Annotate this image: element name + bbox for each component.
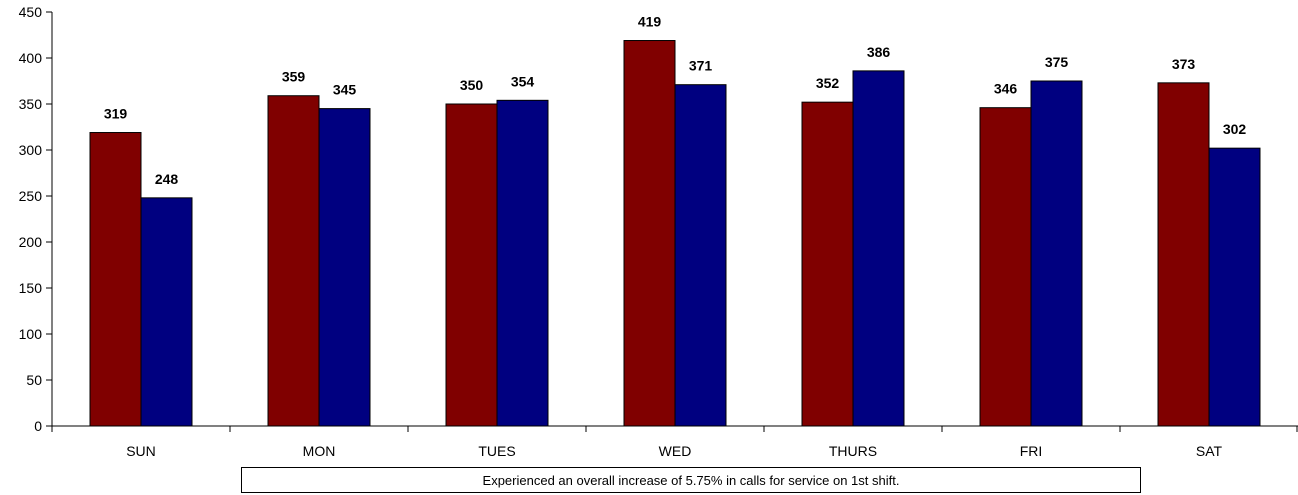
y-tick-label: 300 bbox=[19, 142, 43, 158]
bar bbox=[853, 71, 904, 426]
bar bbox=[1209, 148, 1260, 426]
data-label: 302 bbox=[1223, 121, 1247, 137]
x-tick-label: FRI bbox=[1020, 443, 1043, 459]
data-label: 319 bbox=[104, 106, 128, 122]
bar bbox=[1158, 83, 1209, 426]
y-axis: 0 50 100 150 200 250 300 350 400 450 bbox=[19, 4, 52, 434]
y-tick-label: 200 bbox=[19, 234, 43, 250]
y-tick-label: 150 bbox=[19, 280, 43, 296]
data-label: 371 bbox=[689, 58, 713, 74]
y-tick-label: 50 bbox=[26, 372, 42, 388]
data-label: 419 bbox=[638, 14, 662, 30]
bar-chart: 0 50 100 150 200 250 300 350 400 450 SUN MON TUES WE… bbox=[0, 0, 1298, 470]
bar bbox=[675, 85, 726, 426]
data-label: 373 bbox=[1172, 56, 1196, 72]
data-label: 346 bbox=[994, 81, 1018, 97]
annotation-text: Experienced an overall increase of 5.75%… bbox=[483, 473, 900, 488]
y-tick-label: 350 bbox=[19, 96, 43, 112]
x-tick-label: THURS bbox=[829, 443, 877, 459]
x-tick-label: MON bbox=[303, 443, 336, 459]
bar bbox=[319, 109, 370, 426]
bar bbox=[446, 104, 497, 426]
y-tick-label: 450 bbox=[19, 4, 43, 20]
bars bbox=[90, 41, 1260, 426]
annotation-note: Experienced an overall increase of 5.75%… bbox=[241, 467, 1141, 493]
x-axis: SUN MON TUES WED THURS FRI SAT bbox=[52, 426, 1298, 459]
y-tick-label: 0 bbox=[34, 418, 42, 434]
bar bbox=[497, 100, 548, 426]
x-tick-label: SUN bbox=[126, 443, 156, 459]
bar bbox=[268, 96, 319, 426]
bar bbox=[1031, 81, 1082, 426]
x-tick-label: TUES bbox=[478, 443, 515, 459]
x-tick-label: WED bbox=[659, 443, 692, 459]
bar bbox=[980, 108, 1031, 426]
bar bbox=[624, 41, 675, 426]
data-label: 386 bbox=[867, 44, 891, 60]
data-label: 248 bbox=[155, 171, 179, 187]
bar bbox=[90, 133, 141, 426]
y-tick-label: 400 bbox=[19, 50, 43, 66]
data-label: 359 bbox=[282, 69, 306, 85]
y-tick-label: 100 bbox=[19, 326, 43, 342]
data-label: 345 bbox=[333, 82, 357, 98]
x-tick-label: SAT bbox=[1196, 443, 1223, 459]
data-label: 375 bbox=[1045, 54, 1069, 70]
bar bbox=[802, 102, 853, 426]
y-tick-label: 250 bbox=[19, 188, 43, 204]
data-label: 352 bbox=[816, 75, 840, 91]
data-label: 354 bbox=[511, 73, 535, 89]
data-label: 350 bbox=[460, 77, 484, 93]
bar bbox=[141, 198, 192, 426]
